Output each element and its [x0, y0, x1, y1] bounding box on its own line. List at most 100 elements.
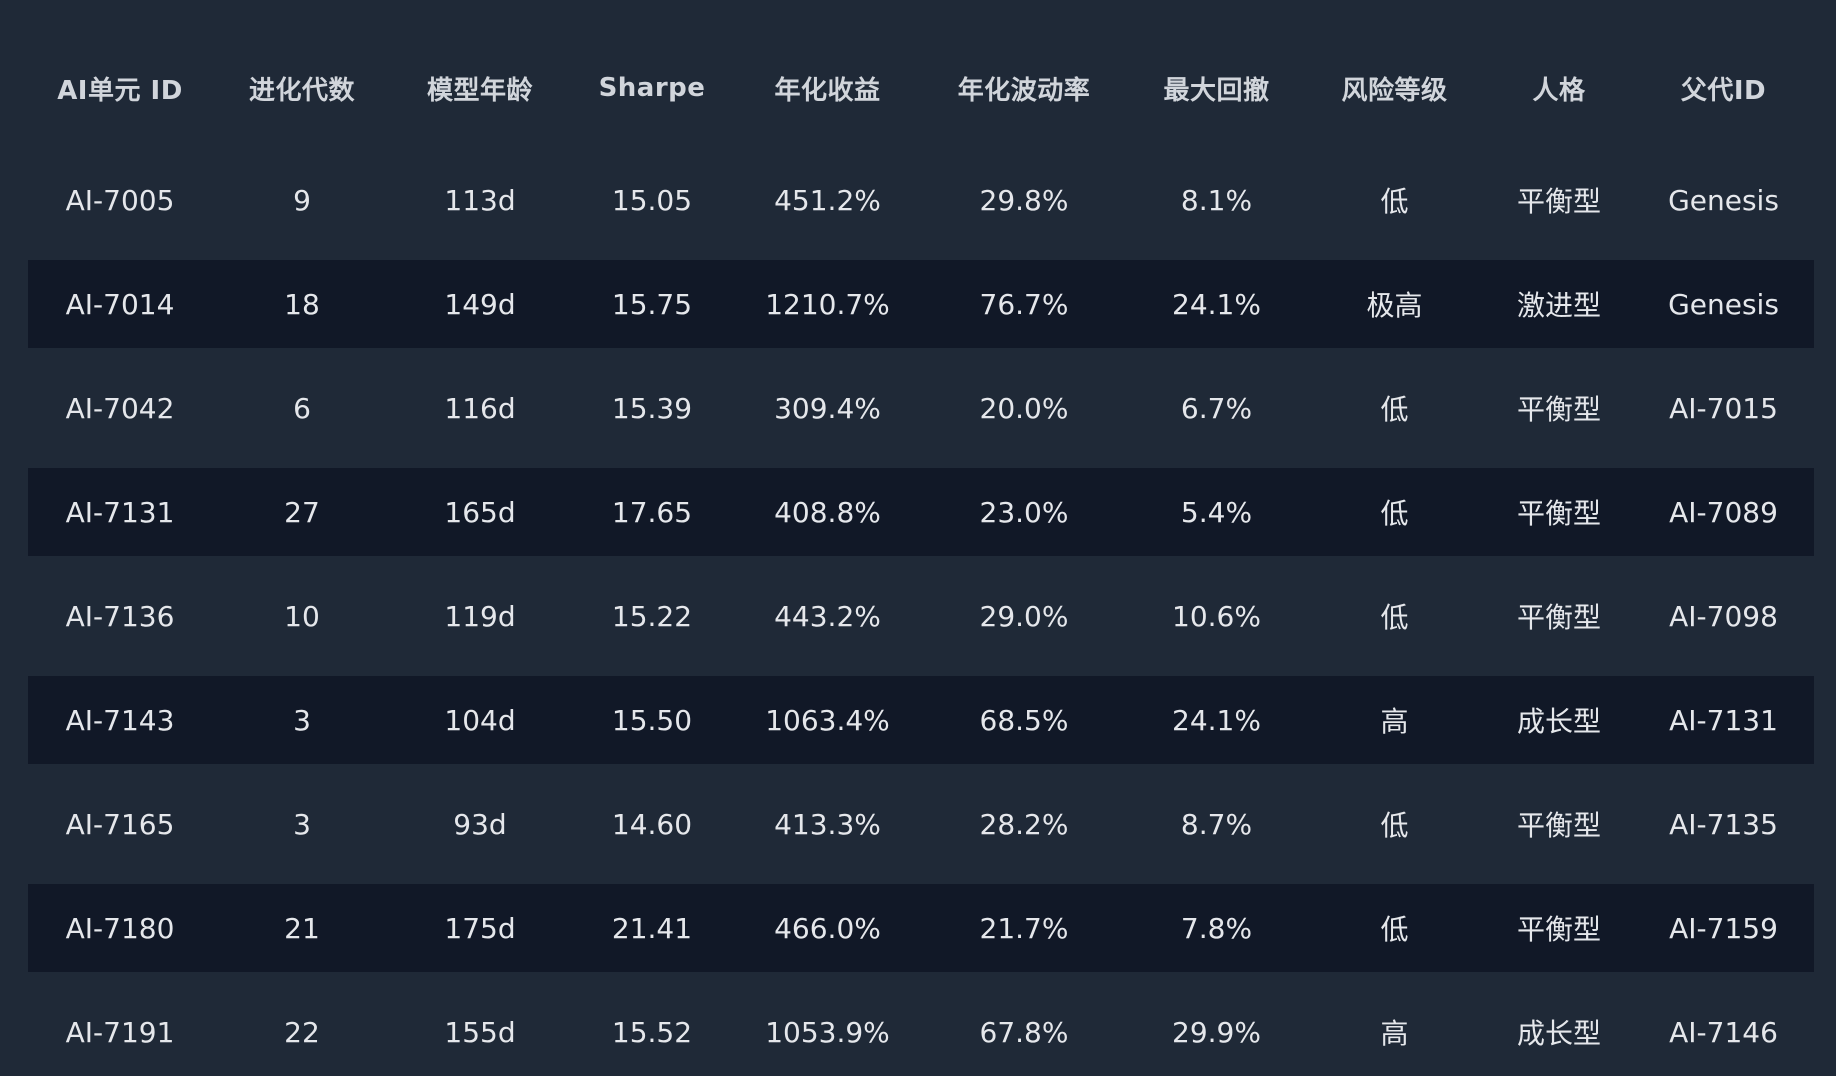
cell-model-age: 165d: [444, 495, 516, 529]
header-ai-unit-id[interactable]: AI单元 ID: [57, 75, 183, 106]
cell-model-age: 119d: [444, 599, 516, 633]
cell-ai-unit-id: AI-7014: [65, 287, 175, 321]
cell-annualized-volatility: 28.2%: [979, 807, 1069, 841]
cell-max-drawdown: 7.8%: [1180, 911, 1253, 945]
header-personality[interactable]: 人格: [1532, 75, 1586, 106]
table-row[interactable]: AI-7042 6 116d 15.39 309.4% 20.0% 6.7% 低…: [28, 364, 1814, 452]
cell-annualized-volatility: 23.0%: [979, 495, 1069, 529]
cell-parent-id: AI-7146: [1669, 1015, 1778, 1049]
cell-risk-level: 高: [1380, 705, 1409, 738]
cell-personality: 激进型: [1516, 289, 1601, 322]
header-annualized-volatility[interactable]: 年化波动率: [957, 75, 1091, 106]
cell-sharpe: 15.39: [611, 391, 693, 425]
cell-generation: 21: [284, 911, 320, 945]
cell-annualized-volatility: 29.8%: [979, 183, 1069, 217]
cell-annualized-volatility: 67.8%: [979, 1015, 1069, 1049]
cell-annualized-return: 1210.7%: [765, 287, 890, 321]
cell-parent-id: AI-7089: [1669, 495, 1778, 529]
cell-sharpe: 17.65: [611, 495, 693, 529]
cell-sharpe: 15.75: [611, 287, 693, 321]
cell-parent-id: Genesis: [1668, 183, 1779, 217]
cell-max-drawdown: 24.1%: [1172, 287, 1261, 321]
cell-generation: 9: [293, 183, 311, 217]
cell-personality: 平衡型: [1516, 913, 1601, 946]
cell-sharpe: 15.05: [611, 183, 693, 217]
header-sharpe[interactable]: Sharpe: [598, 73, 706, 103]
cell-risk-level: 低: [1380, 601, 1409, 634]
cell-ai-unit-id: AI-7136: [65, 599, 175, 633]
cell-annualized-return: 413.3%: [774, 807, 881, 841]
cell-personality: 平衡型: [1516, 809, 1601, 842]
table-row[interactable]: AI-7136 10 119d 15.22 443.2% 29.0% 10.6%…: [28, 572, 1814, 660]
cell-annualized-return: 309.4%: [774, 391, 881, 425]
cell-annualized-return: 408.8%: [774, 495, 881, 529]
cell-generation: 6: [293, 391, 311, 425]
cell-sharpe: 14.60: [611, 807, 693, 841]
cell-annualized-volatility: 21.7%: [979, 911, 1069, 945]
cell-max-drawdown: 8.1%: [1180, 183, 1253, 217]
cell-annualized-volatility: 29.0%: [979, 599, 1069, 633]
cell-personality: 平衡型: [1516, 185, 1601, 218]
cell-max-drawdown: 10.6%: [1172, 599, 1261, 633]
header-evolution-generation[interactable]: 进化代数: [248, 75, 355, 106]
cell-ai-unit-id: AI-7165: [65, 807, 175, 841]
ai-units-table: AI单元 ID 进化代数 模型年龄 Sharpe 年化收益 年化波动率 最大回撤…: [28, 36, 1814, 1076]
cell-personality: 平衡型: [1516, 497, 1601, 530]
cell-model-age: 155d: [444, 1015, 516, 1049]
cell-parent-id: Genesis: [1668, 287, 1779, 321]
table-row[interactable]: AI-7180 21 175d 21.41 466.0% 21.7% 7.8% …: [28, 884, 1814, 972]
cell-annualized-return: 1063.4%: [765, 703, 890, 737]
cell-personality: 成长型: [1516, 1017, 1601, 1050]
cell-model-age: 93d: [453, 807, 507, 841]
table-row[interactable]: AI-7131 27 165d 17.65 408.8% 23.0% 5.4% …: [28, 468, 1814, 556]
table-row[interactable]: AI-7191 22 155d 15.52 1053.9% 67.8% 29.9…: [28, 988, 1814, 1076]
cell-sharpe: 21.41: [611, 911, 693, 945]
cell-max-drawdown: 29.9%: [1172, 1015, 1261, 1049]
cell-max-drawdown: 5.4%: [1180, 495, 1253, 529]
header-model-age[interactable]: 模型年龄: [426, 75, 533, 106]
table-row[interactable]: AI-7005 9 113d 15.05 451.2% 29.8% 8.1% 低…: [28, 156, 1814, 244]
cell-annualized-return: 451.2%: [774, 183, 881, 217]
cell-risk-level: 低: [1380, 393, 1409, 426]
cell-annualized-volatility: 68.5%: [979, 703, 1069, 737]
cell-model-age: 149d: [444, 287, 516, 321]
cell-generation: 10: [284, 599, 320, 633]
cell-sharpe: 15.52: [611, 1015, 693, 1049]
cell-generation: 3: [293, 807, 311, 841]
cell-risk-level: 高: [1380, 1017, 1409, 1050]
cell-risk-level: 低: [1380, 185, 1409, 218]
cell-ai-unit-id: AI-7191: [65, 1015, 175, 1049]
cell-ai-unit-id: AI-7143: [65, 703, 175, 737]
cell-risk-level: 低: [1380, 913, 1409, 946]
cell-parent-id: AI-7135: [1669, 807, 1778, 841]
cell-max-drawdown: 8.7%: [1180, 807, 1253, 841]
cell-max-drawdown: 6.7%: [1180, 391, 1253, 425]
cell-annualized-volatility: 20.0%: [979, 391, 1069, 425]
cell-parent-id: AI-7098: [1669, 599, 1778, 633]
cell-sharpe: 15.22: [611, 599, 693, 633]
cell-model-age: 116d: [444, 391, 516, 425]
cell-personality: 平衡型: [1516, 601, 1601, 634]
cell-model-age: 104d: [444, 703, 516, 737]
cell-ai-unit-id: AI-7042: [65, 391, 175, 425]
cell-personality: 成长型: [1516, 705, 1601, 738]
cell-risk-level: 极高: [1366, 289, 1423, 322]
cell-annualized-return: 1053.9%: [765, 1015, 890, 1049]
cell-generation: 22: [284, 1015, 320, 1049]
cell-ai-unit-id: AI-7131: [65, 495, 175, 529]
header-parent-id[interactable]: 父代ID: [1680, 75, 1767, 106]
cell-parent-id: AI-7159: [1669, 911, 1778, 945]
cell-risk-level: 低: [1380, 809, 1409, 842]
cell-generation: 3: [293, 703, 311, 737]
header-max-drawdown[interactable]: 最大回撤: [1163, 75, 1270, 106]
table-row[interactable]: AI-7143 3 104d 15.50 1063.4% 68.5% 24.1%…: [28, 676, 1814, 764]
cell-annualized-return: 466.0%: [774, 911, 881, 945]
table-row[interactable]: AI-7014 18 149d 15.75 1210.7% 76.7% 24.1…: [28, 260, 1814, 348]
cell-generation: 18: [284, 287, 320, 321]
header-risk-level[interactable]: 风险等级: [1341, 75, 1448, 106]
table-row[interactable]: AI-7165 3 93d 14.60 413.3% 28.2% 8.7% 低 …: [28, 780, 1814, 868]
header-annualized-return[interactable]: 年化收益: [774, 75, 881, 106]
cell-ai-unit-id: AI-7005: [65, 183, 175, 217]
table-header-row: AI单元 ID 进化代数 模型年龄 Sharpe 年化收益 年化波动率 最大回撤…: [28, 36, 1814, 140]
